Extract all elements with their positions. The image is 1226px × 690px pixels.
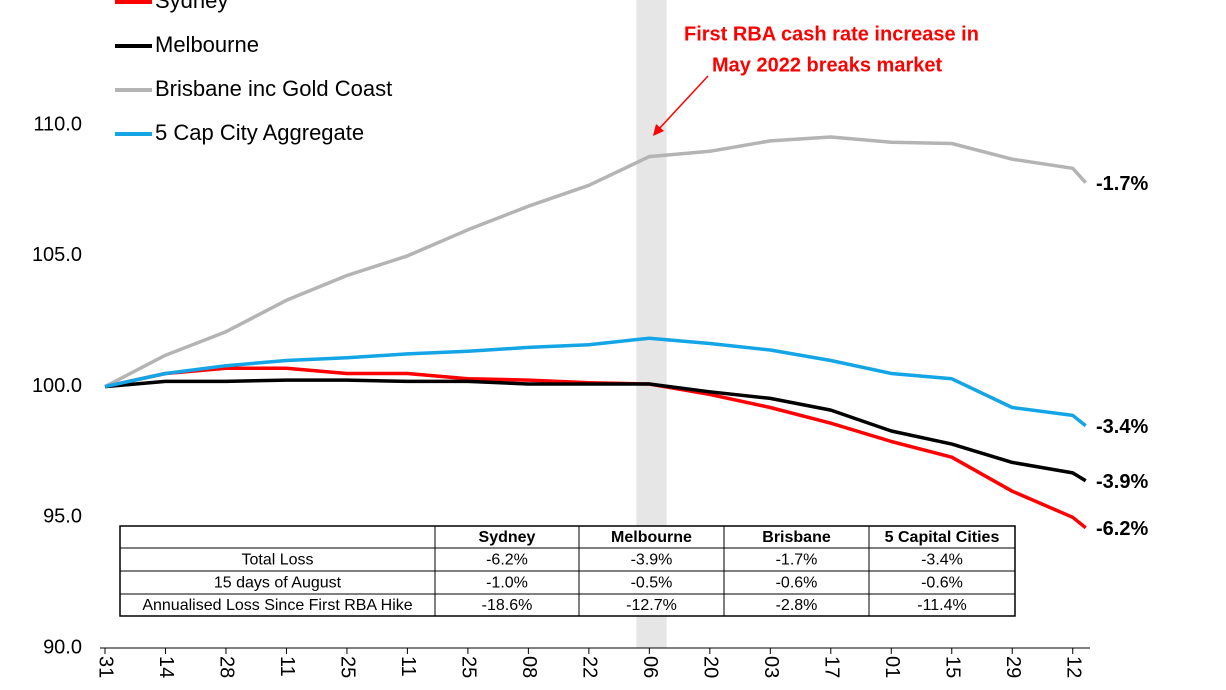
y-tick-label: 95.0 (43, 506, 82, 528)
x-tick-label: 25 (337, 656, 359, 678)
legend-label: 5 Cap City Aggregate (155, 120, 364, 145)
table-row-label: 15 days of August (214, 575, 342, 592)
table-row-label: Total Loss (241, 552, 313, 569)
x-tick-label: 25 (458, 656, 480, 678)
table-cell: -11.4% (917, 597, 967, 614)
annotation: First RBA cash rate increase in (684, 23, 979, 45)
end-label: -6.2% (1096, 518, 1148, 540)
table-cell: -3.4% (921, 552, 963, 569)
table-cell: -18.6% (482, 597, 533, 614)
table-header: Sydney (479, 529, 536, 546)
annotation-arrowhead (653, 124, 664, 136)
y-tick-label: 105.0 (32, 244, 82, 266)
series-line (104, 336, 1087, 428)
legend-label: Brisbane inc Gold Coast (155, 76, 392, 101)
table-cell: -0.5% (631, 575, 673, 592)
table-cell: -1.0% (486, 575, 528, 592)
y-tick-label: 100.0 (32, 375, 82, 397)
annotation-arrow (657, 75, 709, 131)
y-tick-label: 115.0 (33, 0, 82, 5)
series-line (104, 378, 1087, 483)
x-tick-label: 20 (700, 656, 722, 678)
x-tick-label: 28 (216, 656, 238, 678)
table-cell: -6.2% (486, 552, 528, 569)
table-row-label: Annualised Loss Since First RBA Hike (142, 597, 412, 614)
table-cell: -0.6% (776, 575, 818, 592)
y-tick-label: 110.0 (33, 113, 82, 135)
series-line (104, 135, 1087, 389)
table-cell: -12.7% (626, 597, 677, 614)
table-header: Brisbane (762, 529, 831, 546)
x-tick-label: 08 (518, 656, 540, 678)
x-tick-label: 14 (155, 656, 177, 678)
y-tick-label: 90.0 (43, 636, 82, 658)
end-label: -1.7% (1096, 173, 1148, 195)
table-cell: -0.6% (921, 575, 963, 592)
x-tick-label: 11 (276, 656, 298, 677)
x-tick-label: 12 (1062, 656, 1084, 678)
table-cell: -1.7% (776, 552, 818, 569)
legend-label: Sydney (155, 0, 228, 13)
x-tick-label: 17 (821, 656, 843, 678)
table-cell: -2.8% (776, 597, 818, 614)
x-tick-label: 31 (95, 656, 117, 678)
x-tick-label: 22 (579, 656, 601, 678)
table-header: Melbourne (611, 529, 692, 546)
x-tick-label: 01 (881, 656, 903, 678)
legend-label: Melbourne (155, 32, 259, 57)
table-cell: -3.9% (631, 552, 673, 569)
table-header: 5 Capital Cities (885, 529, 1000, 546)
annotation: May 2022 breaks market (712, 54, 942, 76)
x-tick-label: 06 (639, 656, 661, 678)
x-tick-label: 03 (760, 656, 782, 678)
series-line (104, 366, 1087, 530)
end-label: -3.9% (1096, 471, 1148, 493)
x-tick-label: 15 (941, 656, 963, 678)
x-tick-label: 29 (1002, 656, 1024, 678)
end-label: -3.4% (1096, 416, 1148, 438)
x-tick-label: 11 (397, 656, 419, 677)
